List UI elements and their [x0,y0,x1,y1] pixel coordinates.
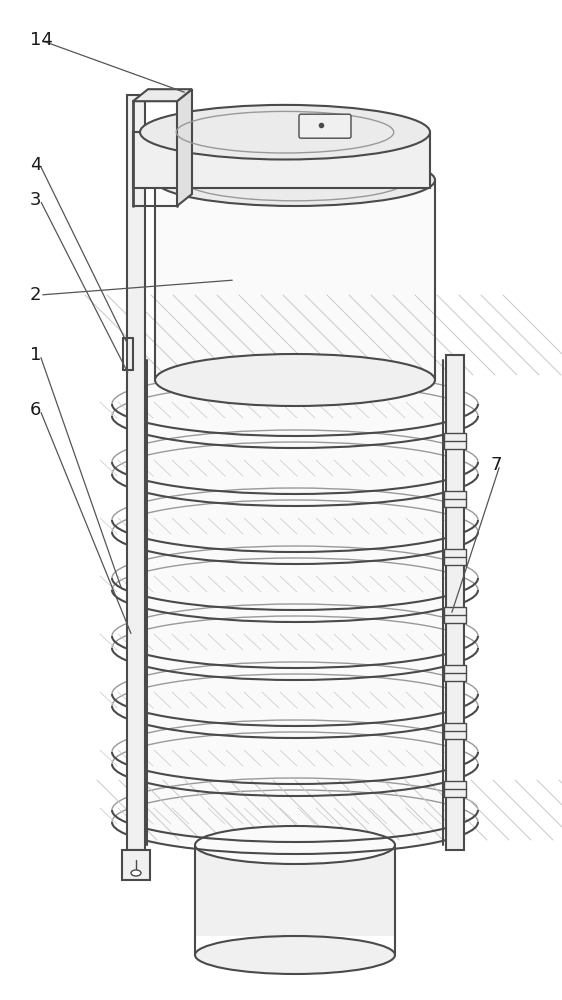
Text: 3: 3 [30,191,42,209]
Ellipse shape [195,826,395,864]
Text: 2: 2 [30,286,42,304]
Text: 7: 7 [490,456,501,474]
FancyBboxPatch shape [444,607,466,623]
FancyBboxPatch shape [444,433,466,449]
Text: 1: 1 [30,346,42,364]
FancyBboxPatch shape [444,723,466,739]
FancyBboxPatch shape [444,549,466,565]
Text: 14: 14 [30,31,53,49]
Ellipse shape [140,105,430,159]
Polygon shape [127,95,145,850]
Polygon shape [133,132,430,188]
FancyBboxPatch shape [444,781,466,797]
Polygon shape [195,845,395,936]
Text: 6: 6 [30,401,42,419]
Polygon shape [149,360,441,845]
Text: 4: 4 [30,156,42,174]
Polygon shape [177,89,192,206]
Ellipse shape [155,154,435,206]
Polygon shape [122,850,150,880]
Ellipse shape [195,936,395,974]
Ellipse shape [131,870,141,876]
FancyBboxPatch shape [444,491,466,507]
Polygon shape [155,180,435,380]
Ellipse shape [155,354,435,406]
FancyBboxPatch shape [299,114,351,138]
Polygon shape [133,89,192,101]
FancyBboxPatch shape [444,665,466,681]
Polygon shape [446,355,464,850]
